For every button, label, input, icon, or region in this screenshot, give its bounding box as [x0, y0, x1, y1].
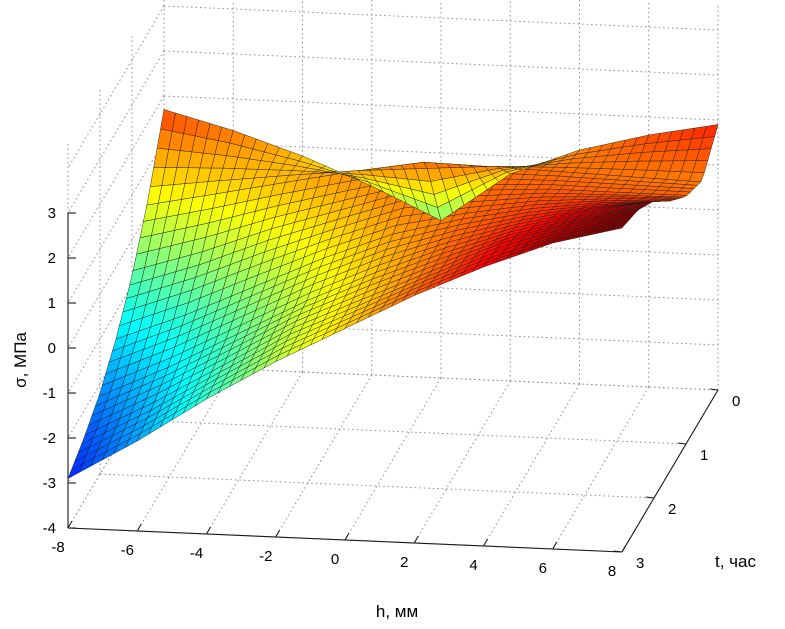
x-tick-label: 6 — [539, 560, 547, 577]
x-tick-label: -8 — [51, 539, 64, 556]
x-tick-mark — [136, 523, 142, 532]
z-tick-label: 1 — [48, 295, 56, 312]
y-tick-mark — [613, 550, 623, 553]
x-tick-mark — [67, 520, 73, 529]
y-tick-label: 1 — [700, 447, 708, 464]
x-tick-label: 8 — [608, 563, 616, 580]
floor-gridline-h — [206, 371, 303, 535]
side-gridline-z — [67, 50, 165, 214]
z-tick-label: -2 — [43, 430, 56, 447]
floor-gridline-h — [552, 386, 650, 550]
floor-gridline-t — [99, 473, 655, 499]
z-tick-label: 2 — [48, 250, 56, 267]
x-tick-label: 4 — [469, 557, 477, 574]
z-tick-label: -3 — [43, 475, 56, 492]
x-tick-label: -6 — [121, 542, 134, 559]
y-tick-label: 3 — [636, 555, 644, 572]
surface-mesh — [67, 109, 719, 479]
y-tick-mark — [645, 496, 655, 499]
floor-gridline-h — [483, 383, 580, 547]
x-tick-label: 0 — [331, 551, 339, 568]
x-tick-mark — [621, 544, 627, 553]
x-tick-mark — [552, 541, 558, 550]
x-tick-label: 2 — [400, 554, 408, 571]
y-axis-line — [621, 389, 719, 553]
z-axis-label: σ, МПа — [11, 332, 30, 388]
surface-cell — [702, 124, 719, 138]
y-tick-label: 2 — [668, 501, 676, 518]
floor-gridline-h — [344, 377, 442, 541]
floor-gridline-h — [275, 374, 373, 538]
x-axis-label: h, мм — [376, 602, 418, 621]
x-tick-mark — [206, 526, 211, 535]
z-tick-label: -1 — [43, 385, 56, 402]
z-tick-label: 3 — [48, 205, 56, 222]
z-tick-label: 0 — [48, 340, 56, 357]
y-tick-mark — [709, 388, 719, 391]
tick-labels: -8 -6 -4 -2 0 2 4 6 8 0 1 2 3 -4 -3 -2 -1 0 1 2 3 — [43, 205, 741, 580]
x-tick-mark — [413, 535, 419, 544]
floor-gridline-h — [413, 380, 511, 544]
floor-gridline-t — [131, 419, 687, 445]
y-tick-label: 0 — [732, 393, 740, 410]
x-tick-label: -4 — [190, 545, 203, 562]
x-tick-mark — [483, 538, 488, 547]
y-axis-label: t, час — [715, 552, 756, 571]
y-tick-mark — [677, 442, 687, 445]
x-tick-mark — [275, 529, 281, 538]
x-tick-label: -2 — [259, 548, 272, 565]
side-gridline-z — [67, 5, 165, 169]
z-tick-label: -4 — [43, 520, 56, 537]
x-tick-mark — [344, 532, 350, 541]
